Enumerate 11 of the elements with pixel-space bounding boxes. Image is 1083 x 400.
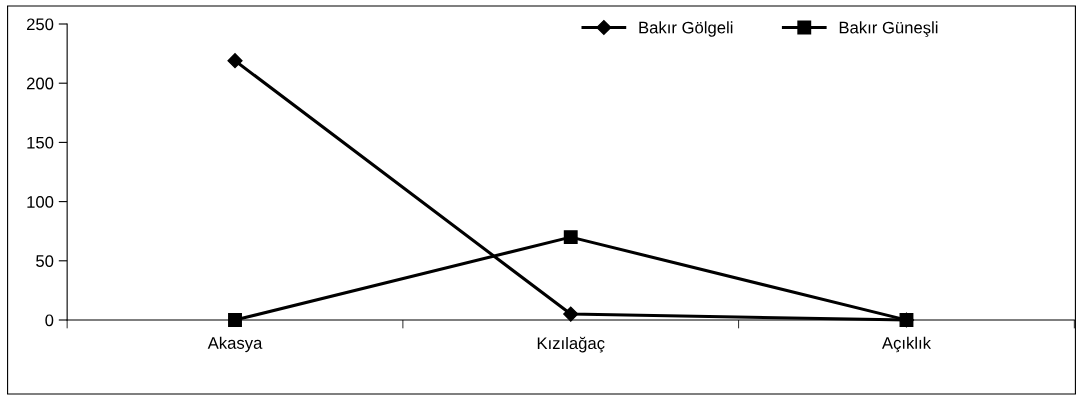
y-tick-label: 50 bbox=[36, 255, 54, 267]
legend-label: Bakır Gölgeli bbox=[639, 21, 733, 37]
y-tick-label: 150 bbox=[27, 136, 54, 149]
x-tick-label: Kızılağaç bbox=[537, 336, 605, 353]
y-tick-label: 250 bbox=[26, 18, 54, 31]
x-tick-label: Akasya bbox=[207, 336, 263, 353]
x-tick-label: Açıklık bbox=[881, 336, 932, 353]
legend-label: Bakır Güneşli bbox=[839, 21, 938, 37]
y-tick-label: 200 bbox=[26, 77, 54, 90]
y-tick-label: 100 bbox=[27, 196, 54, 208]
y-tick-label: 0 bbox=[45, 314, 54, 327]
